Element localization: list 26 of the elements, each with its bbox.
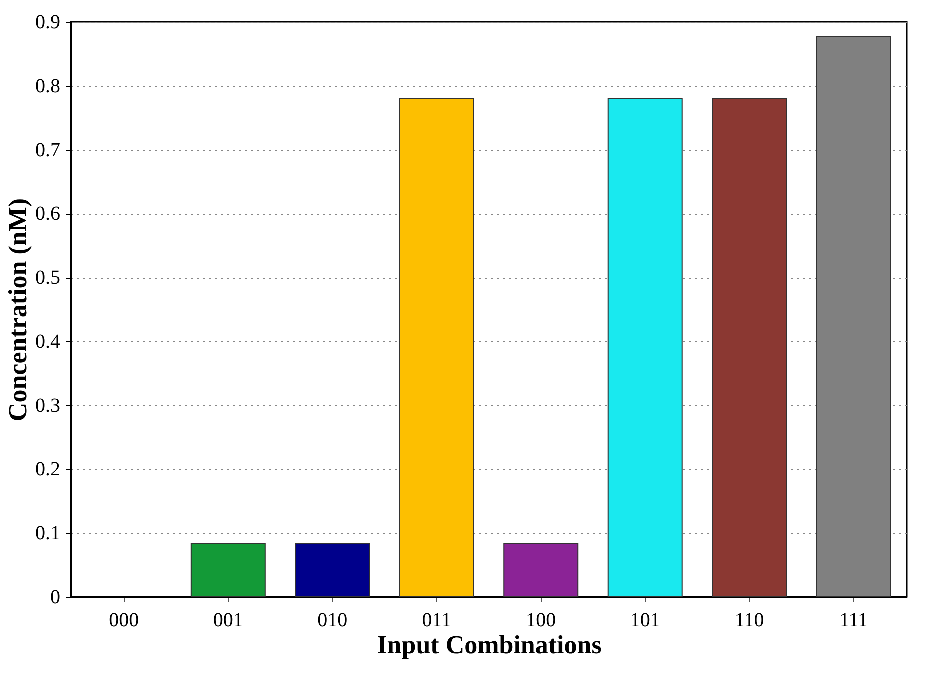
y-axis-title: Concentration (nM) [4,198,32,422]
bar [504,543,579,598]
bar [608,98,683,598]
x-axis-title: Input Combinations [377,630,602,660]
y-tick-label: 0.7 [36,139,60,162]
bar [712,98,788,598]
y-tick-label: 0.4 [36,330,60,353]
y-tick-label: 0.3 [36,394,60,417]
y-tick-label: 0.6 [36,203,60,226]
y-tick-label: 0.9 [36,12,60,34]
y-tick-label: 0.5 [36,267,60,290]
x-tick-label: 011 [422,610,452,632]
x-tick-label: 110 [734,610,764,632]
bar [399,98,474,598]
x-tick-label: 111 [840,610,868,632]
x-tick-label: 101 [630,610,660,632]
bar [190,543,266,598]
y-tick-label: 0.8 [36,75,60,98]
x-tick-label: 000 [109,610,140,632]
x-tick-label: 010 [318,610,348,632]
y-tick-label: 0.1 [36,522,60,545]
x-tick-label: 100 [526,610,556,632]
y-tick-label: 0.2 [36,458,60,481]
x-tick-label: 001 [213,610,244,632]
bar [295,543,370,598]
y-tick-label: 0 [50,586,60,608]
